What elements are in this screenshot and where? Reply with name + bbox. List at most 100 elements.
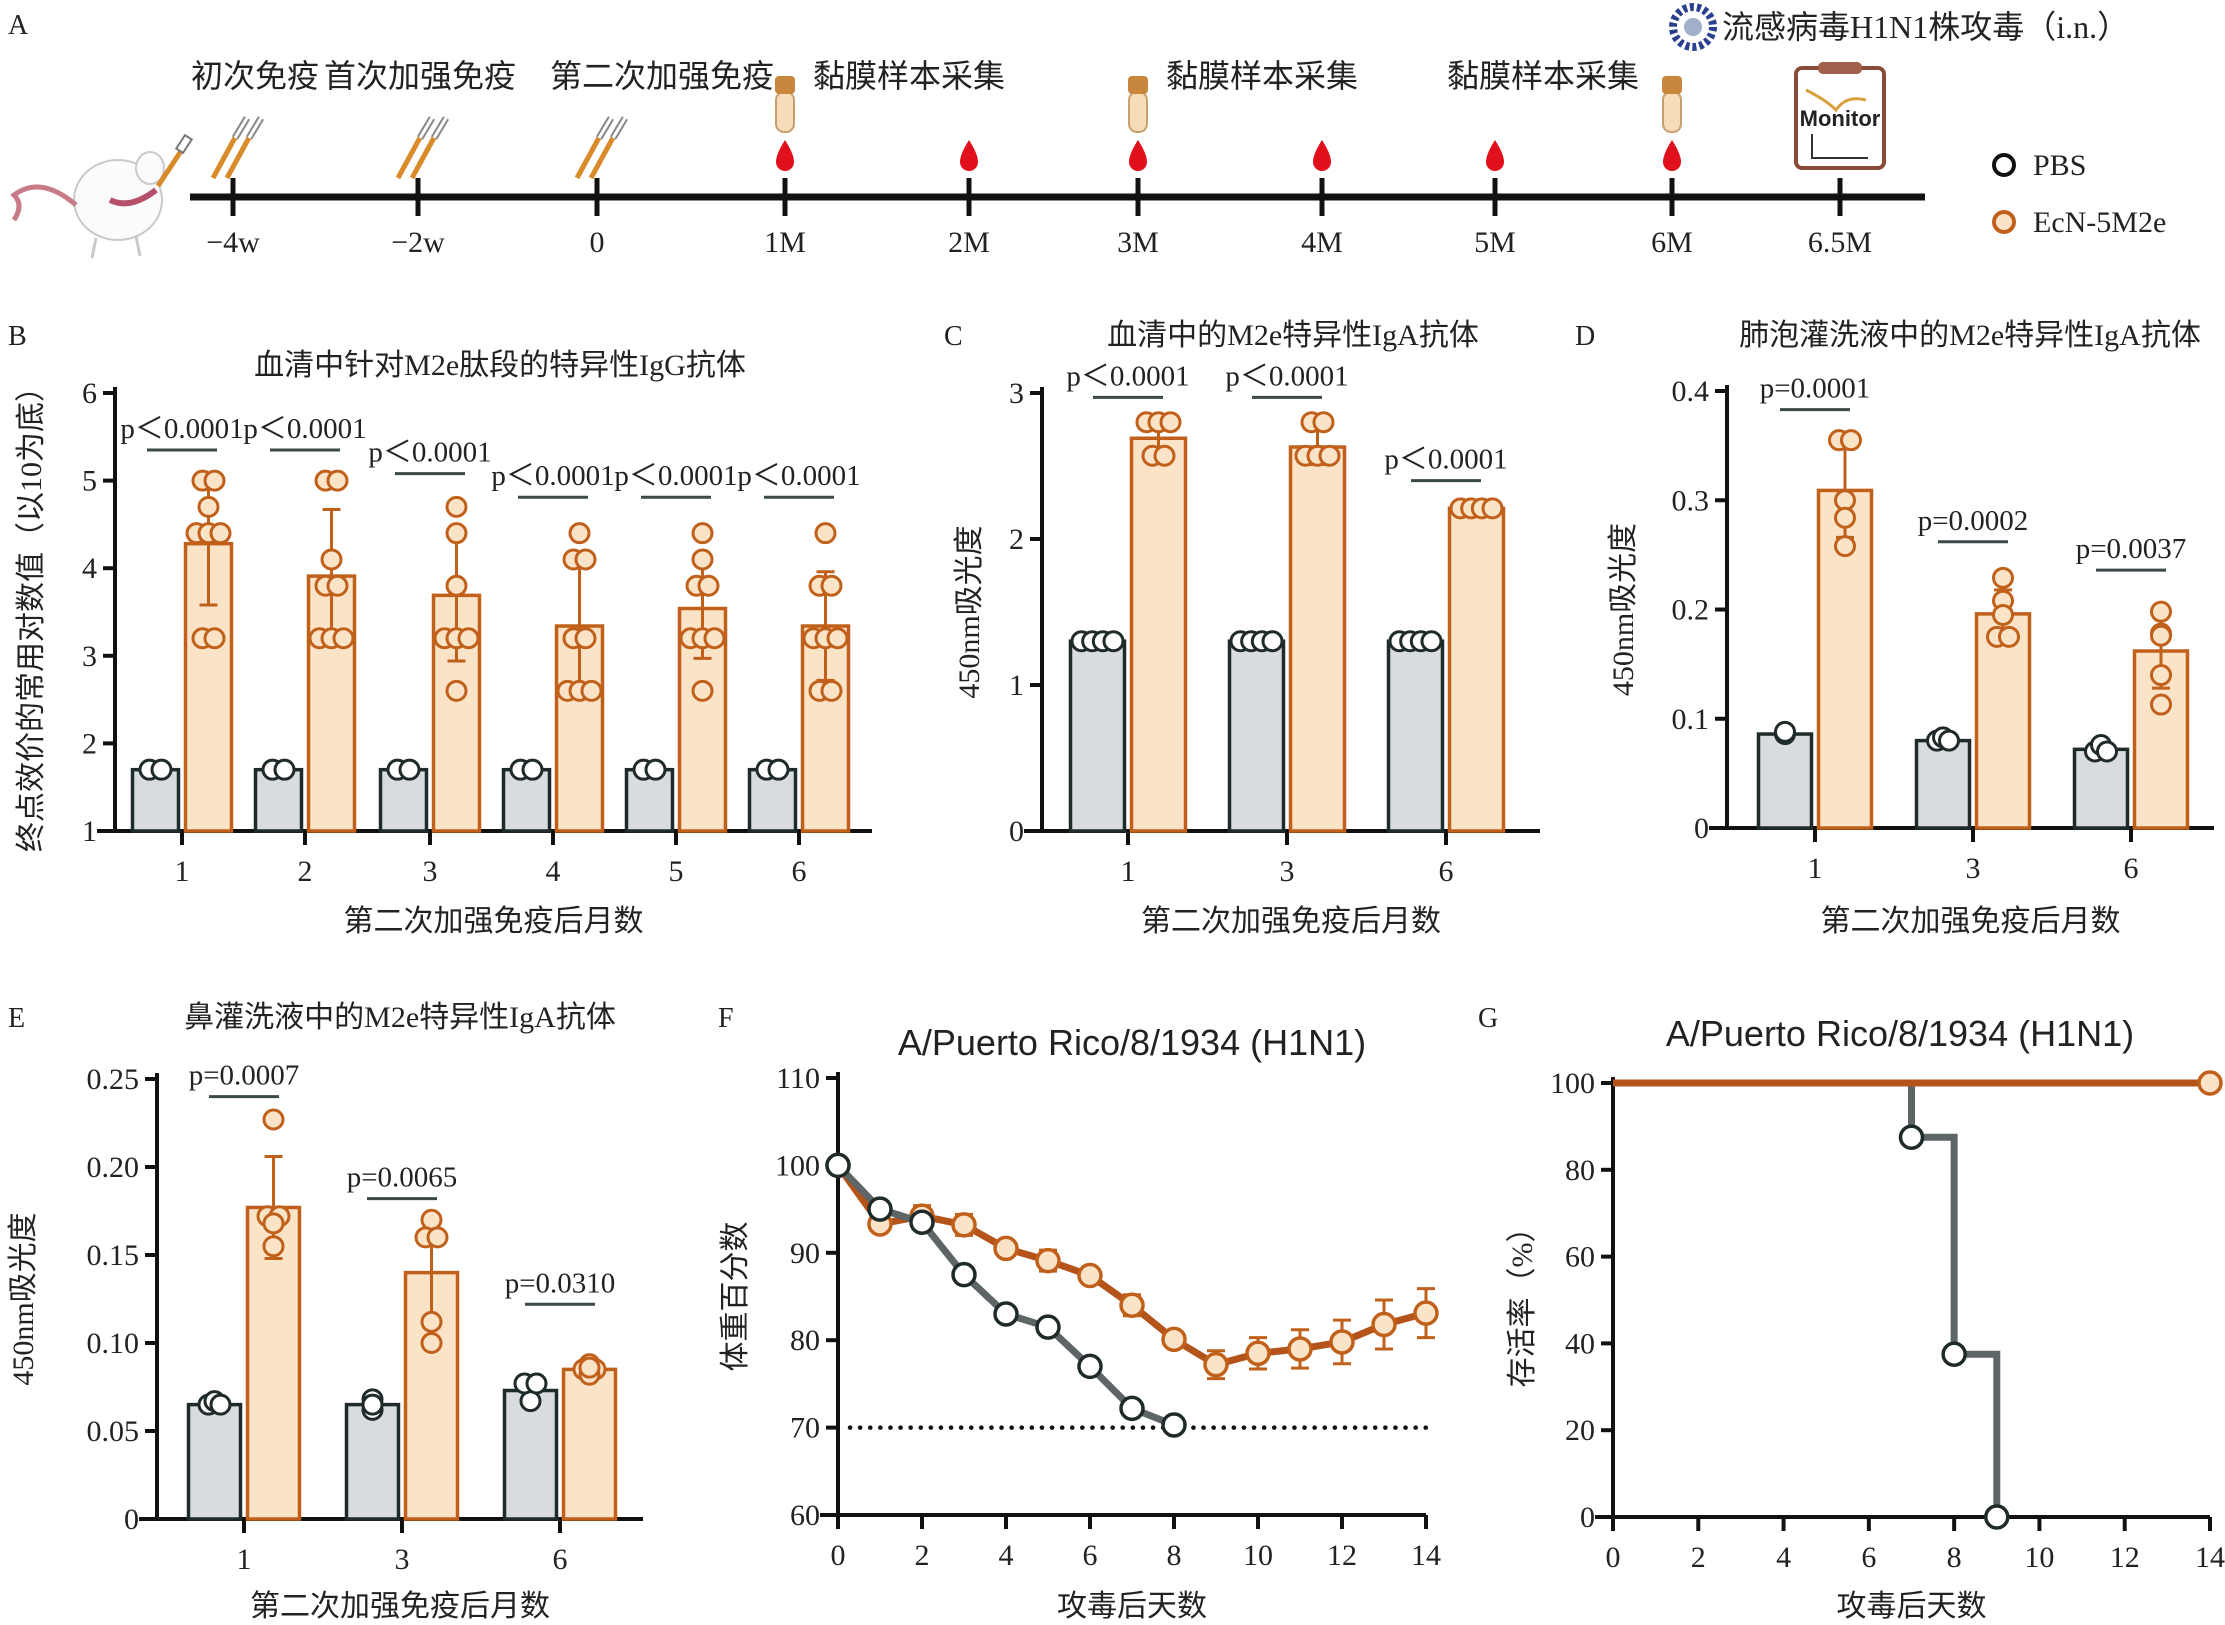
data-point-ecn xyxy=(703,627,726,650)
y-tick-label: 80 xyxy=(790,1324,820,1357)
p-value-label: p=0.0065 xyxy=(347,1162,458,1194)
p-value-label: p=0.0037 xyxy=(2076,533,2187,565)
data-point-ecn xyxy=(203,627,226,650)
data-point-ecn xyxy=(445,679,468,702)
chart-title: 血清中的M2e特异性IgA抗体 xyxy=(1107,319,1479,352)
bar-ecn xyxy=(1974,612,2032,830)
data-point-pbs xyxy=(1261,630,1284,653)
data-point-ecn xyxy=(574,627,597,650)
syringe-icon xyxy=(574,116,629,180)
data-point-ecn xyxy=(197,495,220,518)
data-point-ecn xyxy=(332,627,355,650)
survival-marker-pbs xyxy=(1941,1341,1967,1367)
y-tick-label: 2 xyxy=(1009,523,1024,556)
data-point-ecn xyxy=(1992,603,2014,626)
data-point-ecn xyxy=(1312,411,1335,434)
weight-point-ecn xyxy=(1035,1247,1061,1274)
bar-pbs xyxy=(253,767,304,833)
data-point-pbs xyxy=(361,1393,384,1416)
timeline-time-label: 5M xyxy=(1474,226,1516,259)
weight-point-pbs xyxy=(1035,1314,1061,1340)
bar-pbs xyxy=(186,1402,243,1521)
x-tick-label: 12 xyxy=(2110,1541,2140,1574)
timeline-time-label: 0 xyxy=(590,226,605,259)
event-label: 第二次加强免疫 xyxy=(550,58,774,94)
x-tick-label: 12 xyxy=(1327,1539,1357,1572)
bar-pbs xyxy=(344,1402,401,1521)
x-tick-label: 4 xyxy=(999,1539,1014,1572)
x-tick-label: 2 xyxy=(1691,1541,1706,1574)
data-point-ecn xyxy=(691,522,714,545)
data-point-ecn xyxy=(320,548,343,571)
timeline-time-label: 4M xyxy=(1301,226,1343,259)
syringe-needle-core xyxy=(418,117,434,139)
y-tick-label: 0.20 xyxy=(87,1151,140,1184)
y-tick-label: 1 xyxy=(1009,669,1024,702)
data-point-ecn xyxy=(2150,600,2172,623)
x-axis-label: 攻毒后天数 xyxy=(1837,1590,1987,1623)
x-tick-label: 14 xyxy=(1411,1539,1441,1572)
bar-pbs xyxy=(1227,639,1286,833)
syringe-icon xyxy=(395,116,450,180)
y-tick-label: 40 xyxy=(1565,1327,1595,1360)
survival-marker-pbs xyxy=(1898,1124,1925,1150)
bar-ecn xyxy=(561,1367,618,1521)
bar-ecn xyxy=(1129,436,1188,833)
timeline-event: 1M 黏膜样本采集 xyxy=(764,58,1005,259)
blood-drop-icon xyxy=(960,140,978,171)
weight-point-ecn xyxy=(1119,1292,1145,1318)
weight-point-ecn xyxy=(951,1212,977,1238)
panel-letter-c: C xyxy=(944,321,963,352)
syringe-barrel xyxy=(574,132,604,180)
data-point-ecn xyxy=(203,469,226,492)
data-point-ecn xyxy=(568,522,591,545)
weight-point-ecn xyxy=(1287,1336,1313,1362)
x-axis-label: 第二次加强免疫后月数 xyxy=(250,1590,550,1623)
y-tick-label: 0.1 xyxy=(1672,703,1710,736)
monitor-label: Monitor xyxy=(1800,106,1881,131)
event-label: 黏膜样本采集 xyxy=(1166,58,1358,94)
panel-letter-a: A xyxy=(8,10,29,41)
weight-point-pbs xyxy=(951,1261,977,1288)
data-point-pbs xyxy=(2096,740,2118,763)
y-axis-label: 体重百分数 xyxy=(719,1222,752,1372)
x-tick-label: 6 xyxy=(2124,852,2139,885)
data-point-ecn xyxy=(326,574,349,597)
data-point-ecn xyxy=(209,522,232,545)
data-point-ecn xyxy=(574,548,597,571)
weight-point-pbs xyxy=(867,1196,893,1222)
sample-tube-icon xyxy=(1128,76,1148,133)
tube-body xyxy=(1662,91,1682,133)
x-tick-label: 8 xyxy=(1947,1541,1962,1574)
bar-pbs xyxy=(1756,732,1814,830)
weight-point-ecn xyxy=(1245,1340,1271,1367)
blood-drop-icon xyxy=(1129,140,1147,171)
y-axis-label: 存活率（%） xyxy=(1506,1213,1539,1388)
x-tick-label: 2 xyxy=(298,855,313,888)
bar-pbs xyxy=(624,767,675,833)
data-point-ecn xyxy=(2150,624,2172,647)
weight-point-pbs xyxy=(1119,1395,1145,1422)
bar-pbs xyxy=(2072,747,2130,830)
syringe-barrel xyxy=(409,132,439,180)
timeline-event: 0 第二次加强免疫 xyxy=(550,58,774,259)
weight-point-ecn xyxy=(993,1235,1019,1262)
weight-point-ecn xyxy=(1329,1329,1355,1355)
data-point-pbs xyxy=(1938,729,1960,752)
y-tick-label: 0.3 xyxy=(1672,484,1710,517)
x-tick-label: 2 xyxy=(915,1539,930,1572)
weight-point-ecn xyxy=(1413,1300,1439,1326)
data-point-pbs xyxy=(1102,630,1125,653)
syringe-needle-core xyxy=(233,117,249,139)
challenge-label: 流感病毒H1N1株攻毒（i.n.） xyxy=(1722,9,2129,45)
clipboard-clip xyxy=(1818,62,1862,74)
tube-cap xyxy=(775,76,795,94)
data-point-ecn xyxy=(1998,625,2020,648)
data-point-ecn xyxy=(820,574,843,597)
data-point-pbs xyxy=(767,758,790,781)
timeline-event: 3M 黏膜样本采集 xyxy=(1117,58,1358,259)
timeline-event: 5M xyxy=(1474,140,1516,259)
y-axis-label: 450nm吸光度 xyxy=(953,525,986,698)
bar-pbs xyxy=(1068,639,1127,833)
weight-point-ecn xyxy=(1203,1351,1229,1378)
